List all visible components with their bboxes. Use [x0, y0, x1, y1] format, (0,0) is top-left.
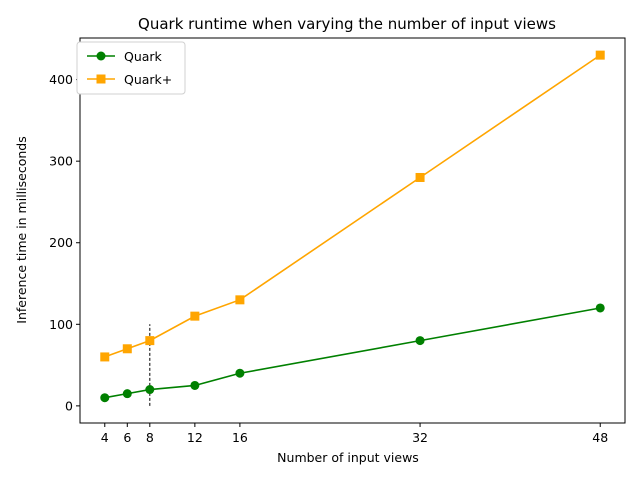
legend-label-quark: Quark: [124, 49, 163, 64]
data-point-quarkplus: [415, 172, 425, 182]
data-point-quark: [145, 385, 155, 395]
chart-title: Quark runtime when varying the number of…: [138, 15, 556, 33]
data-point-quark: [190, 380, 200, 390]
data-point-quarkplus: [595, 50, 605, 60]
y-tick-label: 100: [49, 317, 73, 332]
series-line-quarkplus: [104, 54, 601, 358]
x-tick-label: 16: [232, 430, 248, 445]
legend-label-quarkplus: Quark+: [124, 72, 172, 87]
x-axis: 4 6 8 12 16 32 48: [101, 423, 608, 445]
x-tick-label: 6: [123, 430, 131, 445]
legend-marker-quarkplus: [96, 74, 106, 84]
series-layer: [100, 50, 605, 403]
y-axis: 0 100 200 300 400: [49, 72, 80, 413]
data-point-quark: [595, 303, 605, 313]
y-tick-label: 0: [65, 398, 73, 413]
data-point-quarkplus: [122, 344, 132, 354]
data-point-quark: [235, 368, 245, 378]
x-axis-label: Number of input views: [277, 450, 419, 465]
y-tick-label: 200: [49, 235, 73, 250]
data-point-quarkplus: [190, 311, 200, 321]
data-point-quarkplus: [235, 295, 245, 305]
x-tick-label: 48: [592, 430, 608, 445]
plot-area: [79, 37, 626, 424]
data-point-quarkplus: [100, 352, 110, 362]
y-tick-label: 300: [49, 154, 73, 169]
legend-marker-quark: [96, 51, 106, 61]
y-axis-label: Inference time in milliseconds: [14, 136, 29, 323]
legend: Quark Quark+: [76, 41, 186, 95]
data-point-quark: [415, 336, 425, 346]
x-tick-label: 32: [412, 430, 428, 445]
x-tick-label: 8: [146, 430, 154, 445]
data-point-quark: [122, 389, 132, 399]
series-line-quark: [104, 307, 601, 399]
x-tick-label: 4: [101, 430, 109, 445]
x-tick-label: 12: [187, 430, 203, 445]
data-point-quark: [100, 393, 110, 403]
data-point-quarkplus: [145, 336, 155, 346]
y-tick-label: 400: [49, 72, 73, 87]
